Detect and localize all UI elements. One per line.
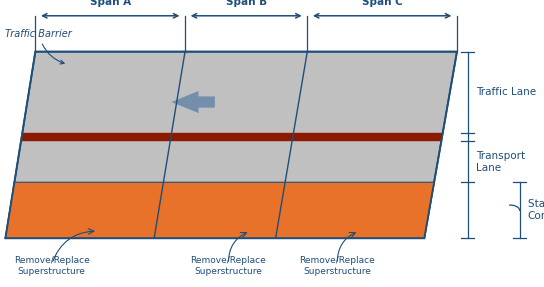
Text: Remove/Replace
Superstructure: Remove/Replace Superstructure: [14, 256, 90, 276]
Text: Span B: Span B: [226, 0, 267, 7]
Polygon shape: [21, 133, 443, 141]
Polygon shape: [5, 52, 457, 238]
Text: Traffic Barrier: Traffic Barrier: [5, 29, 72, 64]
Text: Span C: Span C: [362, 0, 403, 7]
Text: Stage I
Construction: Stage I Construction: [528, 199, 544, 221]
Text: Traffic Lane: Traffic Lane: [476, 87, 536, 97]
Text: Remove/Replace
Superstructure: Remove/Replace Superstructure: [299, 256, 375, 276]
Text: Transport
Lane: Transport Lane: [476, 151, 525, 172]
Polygon shape: [171, 91, 215, 113]
Polygon shape: [5, 182, 434, 238]
Text: Span A: Span A: [90, 0, 131, 7]
Text: Remove/Replace
Superstructure: Remove/Replace Superstructure: [190, 256, 267, 276]
